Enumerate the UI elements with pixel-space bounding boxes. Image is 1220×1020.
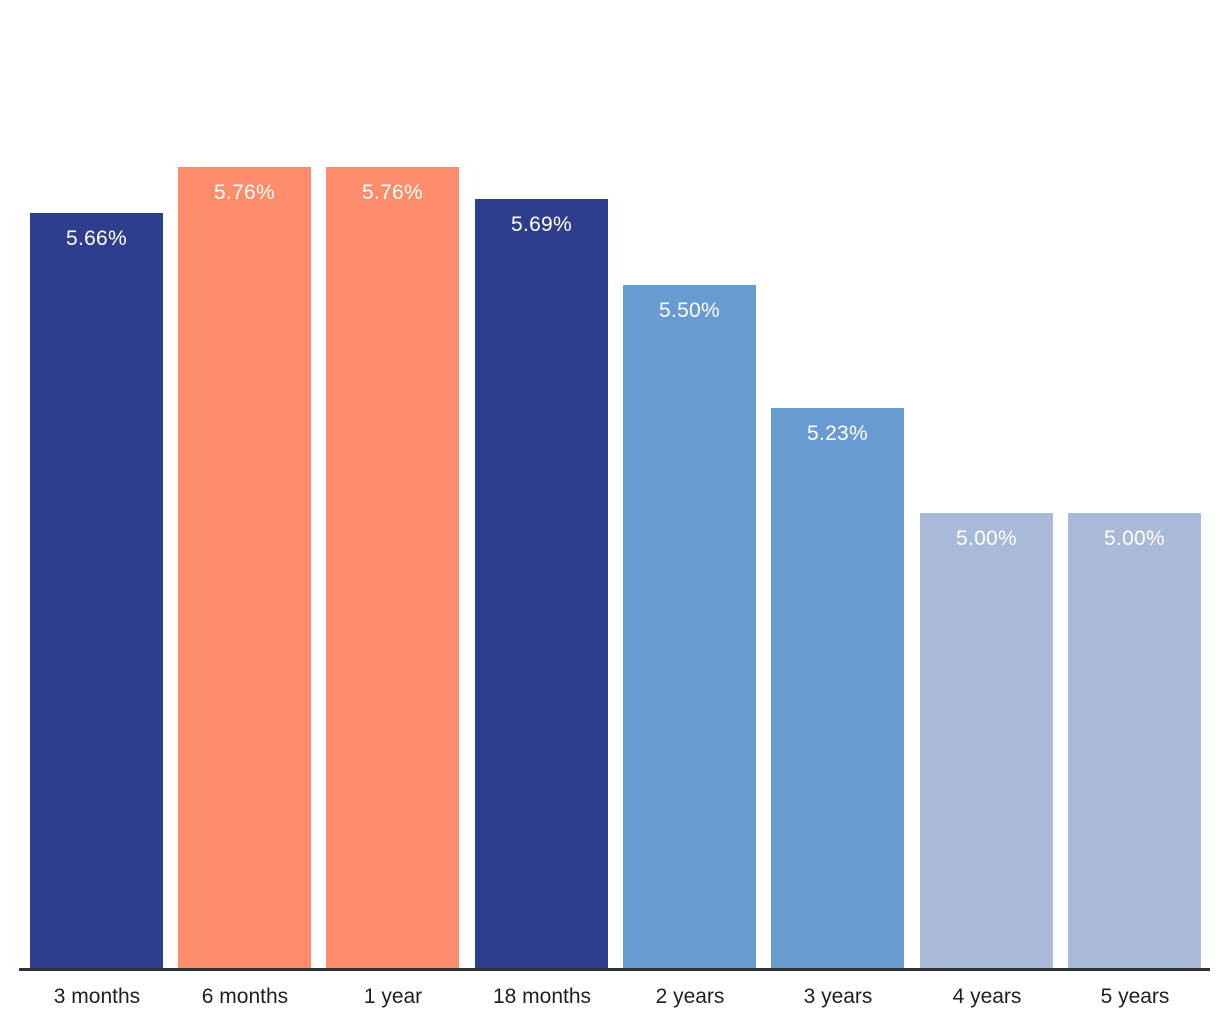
x-tick-label-6-months: 6 months	[201, 985, 289, 1008]
bar-3-years: 5.23%	[771, 408, 904, 968]
x-axis-line	[19, 968, 1210, 971]
bar-value-label: 5.00%	[955, 527, 1018, 550]
x-tick-label-1-year: 1 year	[363, 985, 423, 1008]
x-tick-label-4-years: 4 years	[952, 985, 1022, 1008]
x-tick-label-3-years: 3 years	[803, 985, 873, 1008]
bar-6-months: 5.76%	[178, 167, 311, 968]
bar-value-label: 5.00%	[1103, 527, 1166, 550]
bar-value-label: 5.50%	[658, 299, 721, 322]
bar-value-label: 5.66%	[65, 227, 128, 250]
plot-area: 5.66% 5.76% 5.76% 5.69% 5.50% 5.23% 5.00% 5.00%	[30, 167, 1201, 968]
bar-3-months: 5.66%	[30, 213, 163, 968]
bar-1-year: 5.76%	[326, 167, 459, 968]
bar-value-label: 5.69%	[510, 213, 573, 236]
x-tick-label-2-years: 2 years	[655, 985, 725, 1008]
x-tick-label-5-years: 5 years	[1100, 985, 1170, 1008]
bar-value-label: 5.23%	[806, 422, 869, 445]
bar-value-label: 5.76%	[361, 181, 424, 204]
x-tick-label-3-months: 3 months	[53, 985, 141, 1008]
x-tick-label-18-months: 18 months	[492, 985, 592, 1008]
bar-5-years: 5.00%	[1068, 513, 1201, 968]
bar-4-years: 5.00%	[920, 513, 1053, 968]
bar-value-label: 5.76%	[213, 181, 276, 204]
bar-18-months: 5.69%	[475, 199, 608, 968]
bar-2-years: 5.50%	[623, 285, 756, 968]
